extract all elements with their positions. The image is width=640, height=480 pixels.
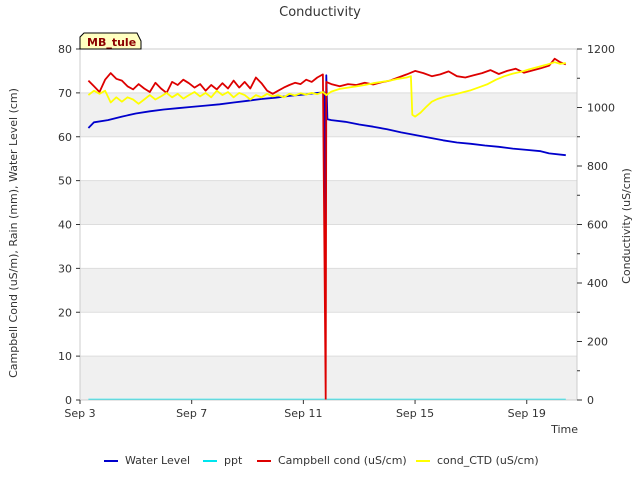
legend-label-3: cond_CTD (uS/cm) (437, 454, 539, 467)
y-axis-left: 0 10 20 30 40 50 60 70 80 (58, 43, 80, 407)
x-tick-label-0: Sep 3 (64, 407, 95, 420)
y-axis-right-title: Conductivity (uS/cm) (620, 168, 633, 284)
y-axis-left-title: Campbell Cond (uS/m), Rain (mm), Water L… (7, 88, 20, 378)
background-bands (80, 92, 577, 400)
band-2 (80, 180, 577, 225)
y-left-tick-label-3: 30 (58, 262, 72, 275)
site-label-badge: MB_tule (79, 32, 142, 50)
x-axis: Sep 3 Sep 7 Sep 11 Sep 15 Sep 19 (64, 400, 546, 420)
y-right-tick-label-6: 1200 (587, 43, 615, 56)
site-label: MB_tule (87, 36, 136, 49)
band-1 (80, 268, 577, 313)
y-left-tick-label-8: 80 (58, 43, 72, 56)
y-left-tick-label-5: 50 (58, 175, 72, 188)
chart-title: Conductivity (279, 5, 361, 20)
y-left-tick-label-1: 10 (58, 350, 72, 363)
legend-label-0: Water Level (125, 454, 190, 467)
series-line-2 (87, 57, 567, 400)
y-left-tick-label-2: 20 (58, 306, 72, 319)
y-right-tick-label-2: 400 (587, 277, 608, 290)
x-tick-label-3: Sep 15 (396, 407, 434, 420)
y-left-tick-label-4: 40 (58, 219, 72, 232)
series-line-3 (87, 61, 566, 118)
y-left-tick-label-0: 0 (65, 394, 72, 407)
y-left-tick-label-7: 70 (58, 87, 72, 100)
legend-label-1: ppt (224, 454, 243, 467)
x-tick-label-1: Sep 7 (176, 407, 207, 420)
x-tick-label-2: Sep 11 (284, 407, 322, 420)
y-left-tick-label-6: 60 (58, 131, 72, 144)
y-axis-right: 0 200 400 600 800 1000 1200 (577, 43, 615, 407)
y-right-tick-label-1: 200 (587, 336, 608, 349)
legend: Water Level ppt Campbell cond (uS/cm) cond_… (104, 454, 539, 467)
band-3 (80, 92, 577, 137)
legend-label-2: Campbell cond (uS/cm) (278, 454, 407, 467)
y-right-tick-label-5: 1000 (587, 102, 615, 115)
x-axis-title: Time (550, 423, 578, 436)
band-0 (80, 356, 577, 400)
x-tick-label-4: Sep 19 (508, 407, 546, 420)
y-right-tick-label-4: 800 (587, 160, 608, 173)
site-label-box (79, 32, 142, 50)
y-right-tick-label-3: 600 (587, 219, 608, 232)
y-right-tick-label-0: 0 (587, 394, 594, 407)
